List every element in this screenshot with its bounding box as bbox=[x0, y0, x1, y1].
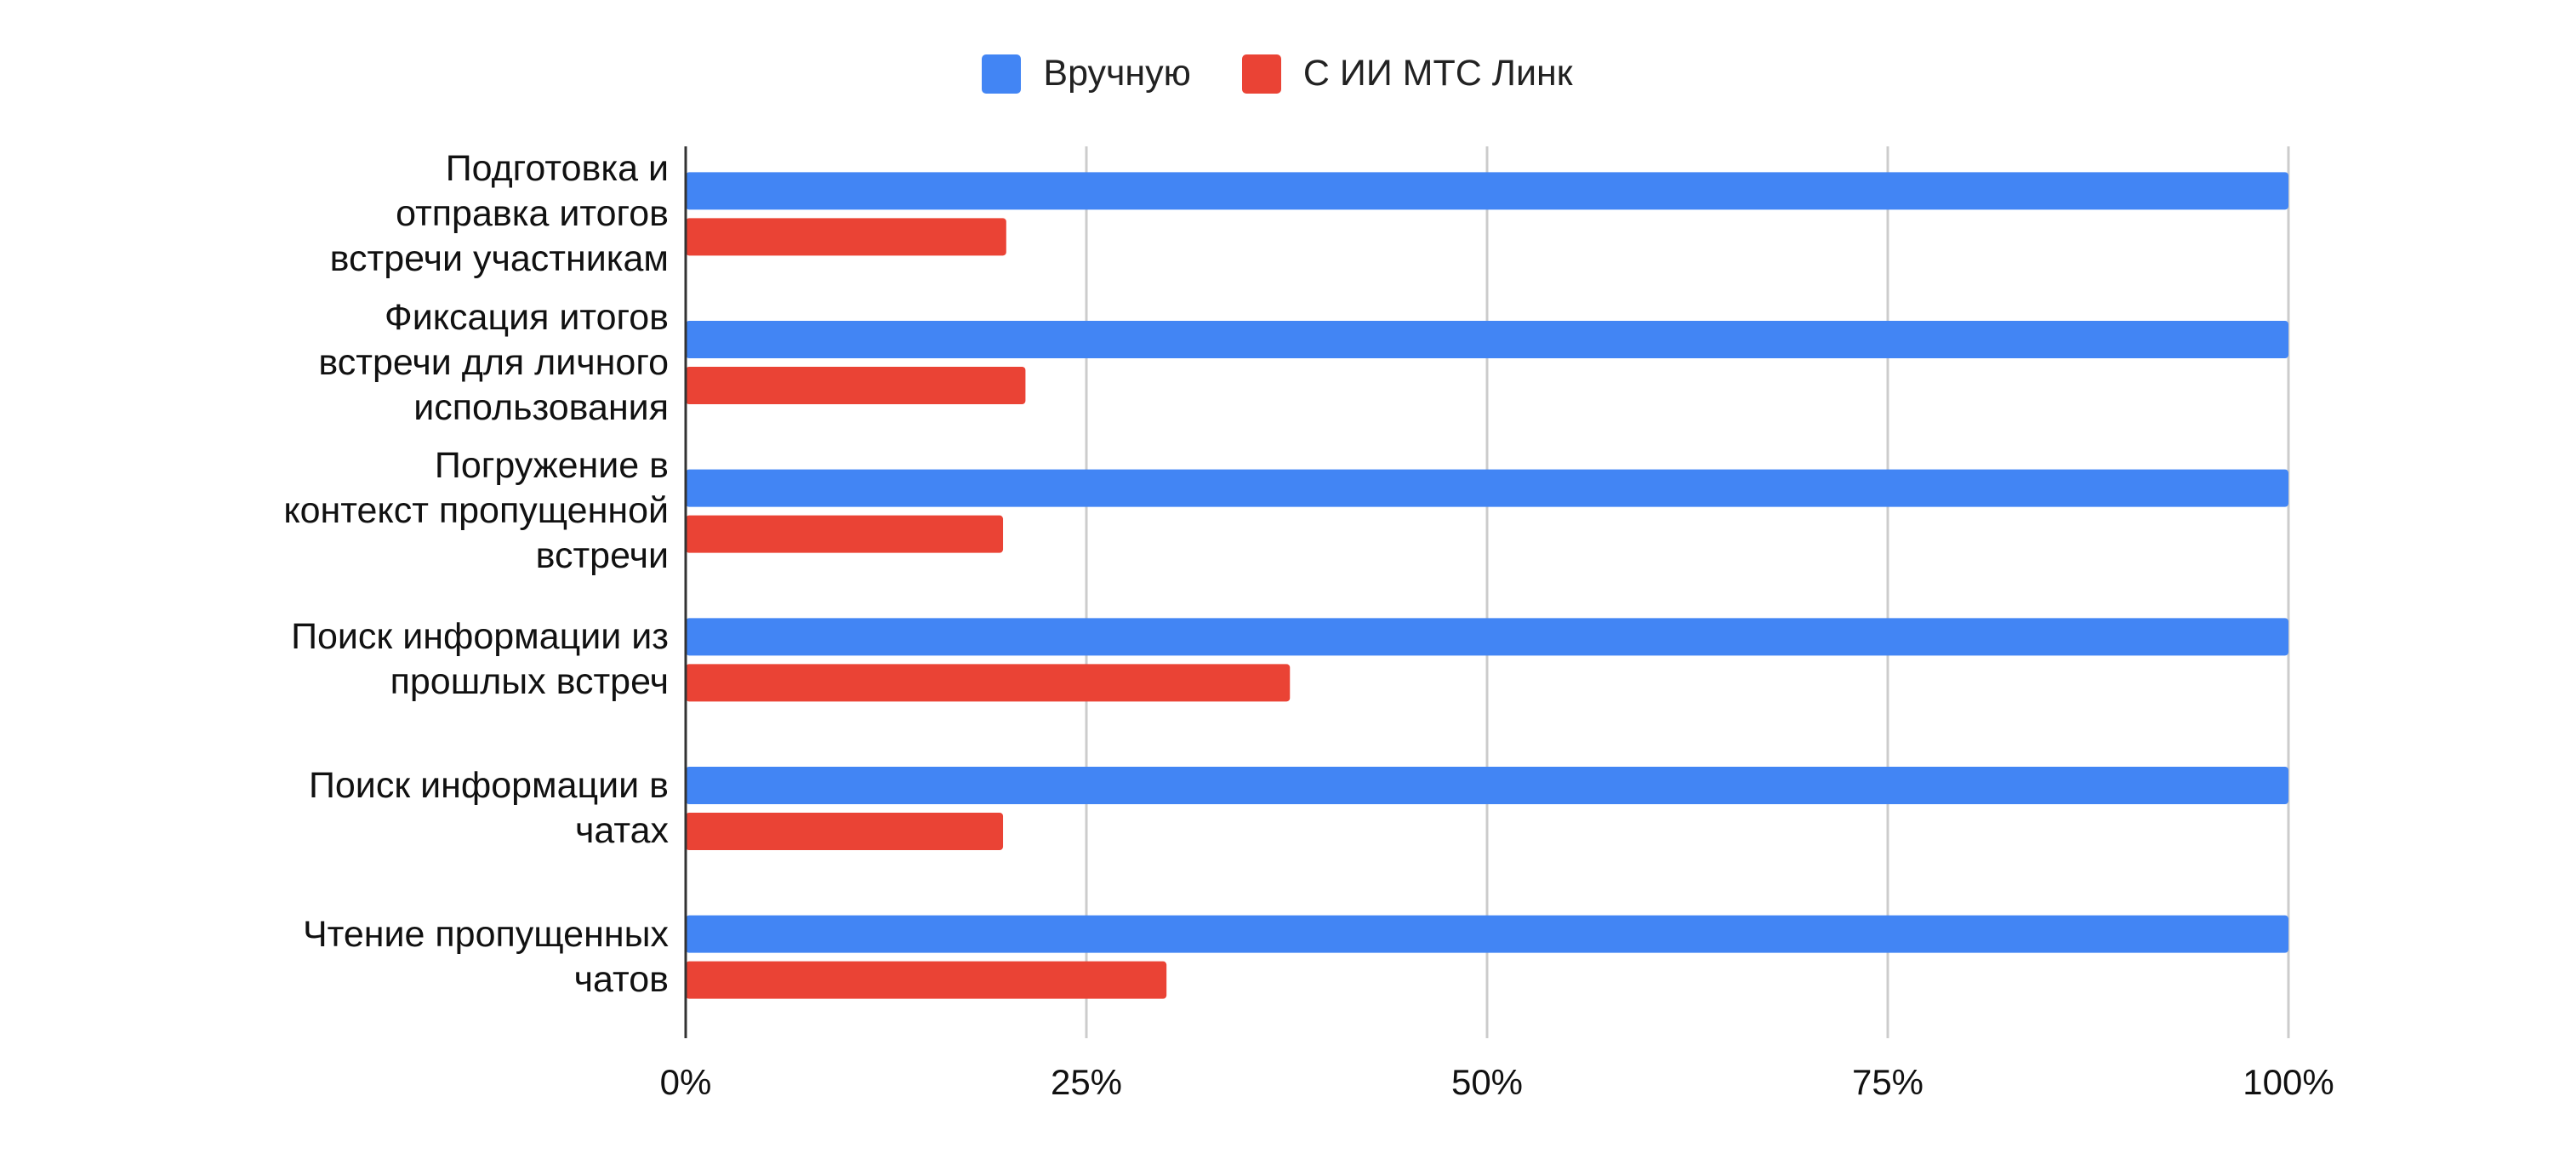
legend-label-series-2: С ИИ МТС Линк bbox=[1302, 53, 1573, 94]
legend-label-series-1: Вручную bbox=[1043, 53, 1191, 94]
category-label: Поиск информации в чатах bbox=[308, 765, 669, 851]
category-label: Подготовка и отправка итогов встречи уча… bbox=[329, 147, 669, 279]
bar-series-1 bbox=[686, 767, 2288, 804]
x-tick-label: 100% bbox=[2243, 1062, 2334, 1102]
bar-series-2 bbox=[686, 218, 1006, 256]
category-label: Чтение пропущенных чатов bbox=[302, 913, 669, 1000]
bar-series-1 bbox=[686, 321, 2288, 358]
bar-series-2 bbox=[686, 515, 1004, 553]
category-label: Погружение в контекст пропущенной встреч… bbox=[283, 445, 669, 577]
legend-item-series-1: Вручную bbox=[982, 53, 1191, 94]
bar-series-1 bbox=[686, 469, 2288, 507]
bar-series-2 bbox=[686, 961, 1167, 999]
bar-series-1 bbox=[686, 915, 2288, 953]
legend: Вручную С ИИ МТС Линк bbox=[0, 53, 2576, 94]
category-label: Фиксация итогов встречи для личного испо… bbox=[318, 296, 669, 428]
x-tick-label: 50% bbox=[1450, 1062, 1524, 1102]
category-label: Поиск информации из прошлых встреч bbox=[291, 616, 669, 703]
bar-series-1 bbox=[686, 172, 2288, 210]
legend-item-series-2: С ИИ МТС Линк bbox=[1241, 53, 1573, 94]
bar-series-2 bbox=[686, 813, 1004, 850]
bar-series-2 bbox=[686, 367, 1026, 404]
x-tick-label: 75% bbox=[1851, 1062, 1924, 1102]
legend-swatch-series-2 bbox=[1241, 54, 1281, 94]
legend-swatch-series-1 bbox=[982, 54, 1022, 94]
x-tick-label: 0% bbox=[659, 1062, 712, 1102]
x-tick-label: 25% bbox=[1050, 1062, 1123, 1102]
bar-series-1 bbox=[686, 618, 2288, 656]
bar-series-2 bbox=[686, 664, 1291, 702]
